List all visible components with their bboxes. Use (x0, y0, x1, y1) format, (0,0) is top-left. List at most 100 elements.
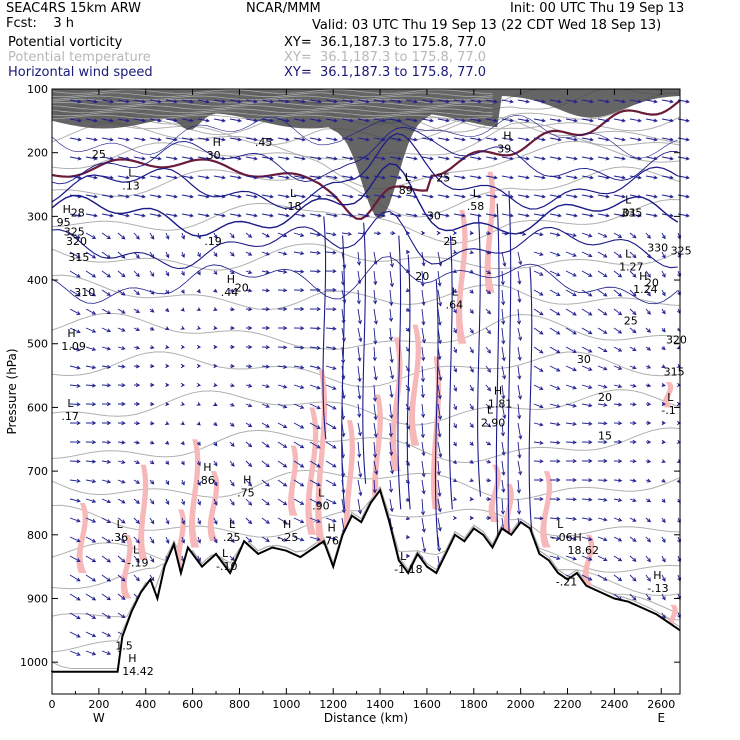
wind-speed-label: 25 (443, 235, 457, 248)
wind-vector-arrow (117, 517, 126, 524)
wind-vector-arrow (341, 365, 346, 380)
wind-vector-arrow (405, 384, 410, 392)
wind-vector-arrow (645, 251, 651, 259)
wind-vector-arrow (149, 137, 162, 142)
wind-vector-arrow (181, 175, 194, 180)
wind-vector-arrow (101, 327, 112, 333)
wind-vector-arrow (452, 515, 458, 521)
wind-vector-arrow (309, 307, 321, 312)
field-theta-name: Potential temperature (8, 50, 151, 65)
wind-vector-arrow (213, 402, 218, 406)
wind-vector-arrow (421, 479, 426, 495)
wind-speed-label: 25 (436, 171, 450, 184)
wind-vector-arrow (85, 156, 98, 161)
wind-vector-arrow (421, 346, 426, 362)
wind-vector-arrow (277, 517, 288, 524)
pink-shade-region (120, 534, 133, 599)
wind-vector-arrow (69, 346, 81, 352)
theta-label: 310 (74, 286, 95, 299)
wind-vector-arrow (661, 213, 674, 218)
wind-vector-arrow (180, 344, 186, 349)
wind-vector-arrow (85, 498, 97, 503)
y-tick-label: 800 (27, 529, 48, 542)
wind-vector-arrow (485, 194, 498, 199)
wind-vector-arrow (69, 270, 81, 278)
wind-vector-arrow (389, 346, 394, 364)
wind-vector-arrow (85, 137, 98, 142)
wind-vector-arrow (165, 344, 170, 350)
wind-vector-arrow (117, 156, 130, 161)
wind-vector-arrow (133, 175, 146, 180)
wind-vector-arrow (597, 175, 610, 180)
wind-vector-arrow (101, 364, 112, 369)
wind-vector-arrow (325, 232, 337, 237)
x-tick-label: 1600 (413, 698, 441, 711)
model-title: SEAC4RS 15km ARW (6, 1, 142, 16)
pv-isentrope-line (51, 92, 493, 98)
wind-vector-arrow (165, 232, 170, 240)
wind-vector-arrow (101, 459, 112, 464)
wind-vector-arrow (565, 536, 577, 541)
extremum-marker: L (128, 167, 135, 180)
wind-vector-arrow (421, 137, 434, 142)
wind-vector-arrow (373, 327, 378, 345)
wind-vector-arrow (69, 194, 82, 199)
wind-vector-arrow (517, 99, 530, 104)
wind-vector-arrow (485, 441, 492, 446)
wind-vector-arrow (149, 99, 162, 104)
wind-vector-arrow (117, 555, 126, 563)
wind-vector-arrow (165, 308, 170, 313)
wind-vector-arrow (613, 384, 623, 389)
wind-vector-arrow (421, 536, 427, 553)
wind-vector-arrow (661, 308, 666, 315)
wind-vector-arrow (405, 156, 418, 161)
wind-vector-arrow (421, 175, 434, 180)
extremum-marker: H (67, 327, 75, 340)
wind-vector-arrow (485, 384, 491, 392)
wind-vector-arrow (645, 327, 651, 333)
wind-vector-arrow (133, 498, 140, 505)
wind-vector-arrow (469, 118, 482, 123)
wind-vector-arrow (645, 194, 658, 199)
wind-vector-arrow (229, 517, 235, 525)
wind-vector-arrow (597, 574, 608, 581)
isentrope-line (51, 485, 681, 573)
wind-vector-arrow (101, 175, 114, 180)
wind-vector-arrow (405, 288, 411, 293)
wind-vector-arrow (581, 403, 593, 408)
wind-vector-arrow (581, 118, 594, 123)
wind-vector-arrow (661, 555, 666, 563)
wind-vector-arrow (181, 156, 194, 161)
wind-vector-arrow (452, 230, 458, 236)
pv-shaded-area (52, 89, 680, 219)
wind-vector-arrow (197, 555, 201, 563)
wind-vector-arrow (517, 175, 530, 180)
wind-vector-arrow (646, 420, 652, 426)
wind-vector-arrow (133, 251, 140, 259)
wind-vector-arrow (613, 156, 626, 161)
wind-vector-arrow (533, 99, 546, 104)
wind-vector-arrow (501, 194, 514, 199)
wind-vector-arrow (357, 346, 362, 362)
extremum-value: 39 (497, 143, 511, 156)
wind-vector-arrow (469, 478, 474, 483)
wind-vector-arrow (565, 213, 578, 218)
wind-vector-arrow (277, 326, 288, 331)
wind-speed-label: 20 (235, 282, 249, 295)
field-pv-xy: XY= 36.1,187.3 to 175.8, 77.0 (284, 35, 487, 50)
wind-vector-arrow (85, 194, 98, 199)
wind-vector-arrow (373, 137, 386, 142)
wind-vector-arrow (165, 479, 170, 486)
wind-vector-arrow (629, 156, 642, 161)
wind-vector-arrow (213, 382, 218, 388)
wind-vector-arrow (277, 194, 290, 199)
wind-vector-arrow (437, 270, 442, 287)
wind-vector-arrow (501, 327, 506, 345)
wind-vector-arrow (181, 194, 194, 199)
wind-vector-arrow (277, 536, 288, 542)
wind-vector-arrow (261, 232, 270, 238)
wind-vector-arrow (197, 251, 201, 258)
wind-vector-arrow (325, 346, 337, 351)
terrain (51, 487, 681, 694)
wind-vector-arrow (213, 422, 218, 427)
